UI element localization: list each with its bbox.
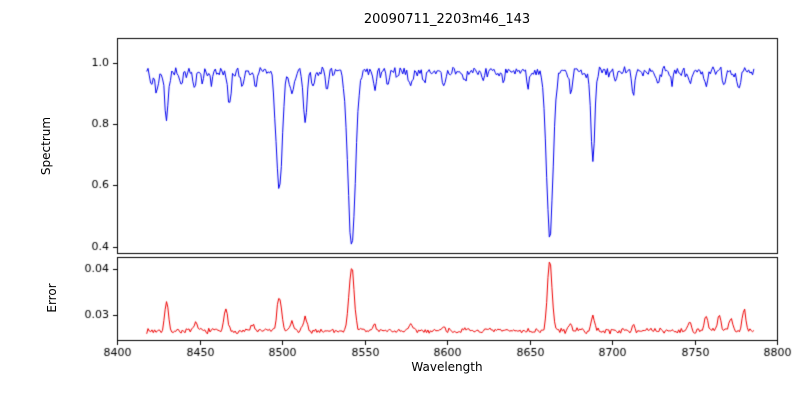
x-axis-label: Wavelength bbox=[411, 360, 483, 374]
y-axis-label-spectrum: Spectrum bbox=[39, 116, 53, 176]
chart-title: 20090711_2203m46_143 bbox=[363, 12, 531, 27]
y-axis-label-error: Error bbox=[45, 283, 59, 313]
